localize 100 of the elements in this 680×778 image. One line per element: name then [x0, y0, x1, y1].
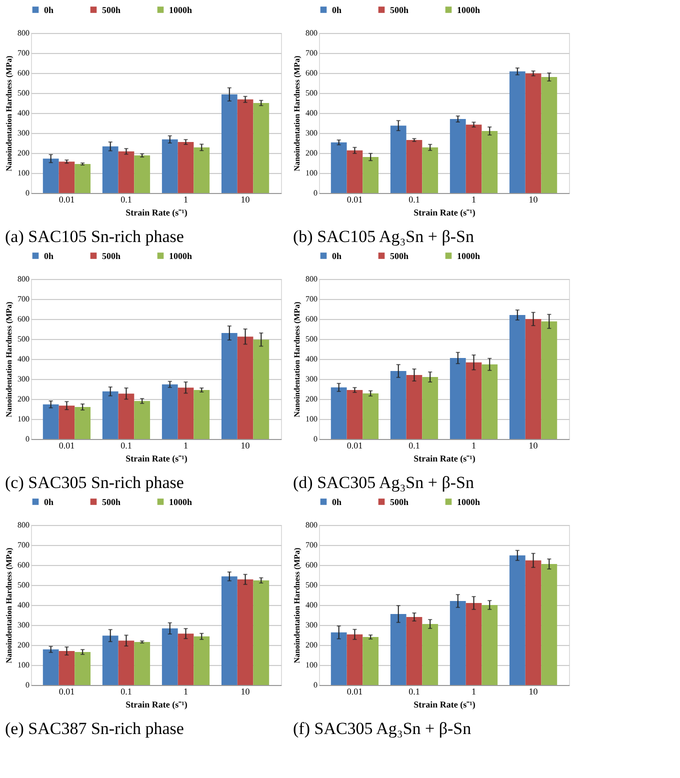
y-tick-label: 0	[314, 434, 318, 444]
y-tick-label: 0	[314, 680, 318, 690]
bar	[362, 637, 379, 685]
y-tick-label: 700	[306, 48, 318, 58]
bar	[74, 407, 91, 439]
bar	[406, 375, 422, 439]
bar	[194, 147, 210, 193]
y-tick-label: 500	[306, 580, 318, 590]
y-tick-label: 400	[306, 108, 318, 118]
legend-label: 0h	[332, 4, 342, 15]
y-tick-label: 500	[18, 580, 30, 590]
x-tick-label: 0.01	[58, 686, 75, 696]
y-tick-label: 400	[306, 600, 318, 610]
bar	[450, 601, 466, 685]
y-tick-label: 400	[18, 354, 30, 364]
bar	[525, 319, 542, 439]
bar	[466, 124, 482, 193]
bar	[406, 617, 422, 685]
y-tick-label: 700	[306, 294, 318, 304]
bar	[330, 142, 347, 193]
x-tick-label: 1	[184, 194, 188, 204]
bar	[346, 634, 363, 685]
bar	[42, 649, 59, 685]
y-tick-label: 0	[26, 680, 30, 690]
x-tick-label: 10	[528, 440, 538, 450]
bar	[346, 390, 363, 439]
bar	[178, 634, 194, 685]
y-tick-label: 600	[306, 68, 318, 78]
y-tick-label: 600	[18, 68, 30, 78]
bar	[525, 560, 542, 685]
legend-label: 0h	[332, 496, 342, 507]
x-axis-title: Strain Rate (s⁻¹)	[126, 454, 188, 464]
bar	[102, 636, 118, 685]
legend-label: 500h	[390, 250, 409, 261]
bar	[390, 371, 406, 439]
bar	[450, 119, 466, 193]
text: (a) SAC105 Sn-rich phase	[5, 227, 184, 246]
legend-label: 500h	[390, 4, 409, 15]
x-tick-label: 10	[240, 686, 250, 696]
y-axis-title: Nanoindentation Hardness (MPa)	[292, 301, 302, 418]
legend-label: 1000h	[169, 496, 192, 507]
legend-label: 0h	[44, 4, 54, 15]
legend-label: 1000h	[169, 4, 192, 15]
bar	[58, 162, 75, 193]
y-tick-label: 400	[18, 108, 30, 118]
x-tick-label: 0.01	[346, 686, 363, 696]
bar	[178, 388, 194, 439]
bar	[509, 71, 526, 193]
text: (e) SAC387 Sn-rich phase	[5, 719, 184, 738]
x-tick-label: 1	[472, 440, 476, 450]
y-axis-title: Nanoindentation Hardness (MPa)	[4, 547, 14, 664]
legend-label: 0h	[44, 250, 54, 261]
bar	[482, 364, 498, 439]
y-axis-title: Nanoindentation Hardness (MPa)	[4, 55, 14, 172]
y-tick-label: 800	[18, 520, 30, 530]
x-axis-title: Strain Rate (s⁻¹)	[126, 208, 188, 218]
bar	[221, 333, 238, 439]
x-axis-title: Strain Rate (s⁻¹)	[126, 700, 188, 710]
legend-label: 0h	[44, 496, 54, 507]
bar	[42, 404, 59, 439]
bar	[422, 377, 438, 439]
y-tick-label: 400	[18, 600, 30, 610]
x-axis-title: Strain Rate (s⁻¹)	[414, 700, 476, 710]
bar	[102, 391, 118, 439]
x-axis-title: Strain Rate (s⁻¹)	[414, 454, 476, 464]
bar	[58, 651, 75, 685]
y-tick-label: 300	[18, 128, 30, 138]
bar	[450, 358, 466, 439]
y-tick-label: 500	[306, 334, 318, 344]
x-axis-title: Strain Rate (s⁻¹)	[414, 208, 476, 218]
y-tick-label: 100	[18, 414, 30, 424]
bar	[74, 164, 91, 193]
text: (f) SAC305 Ag₃Sn + β-Sn	[293, 719, 472, 738]
y-tick-label: 200	[18, 640, 30, 650]
bar	[541, 321, 558, 439]
y-tick-label: 100	[18, 168, 30, 178]
y-tick-label: 600	[18, 314, 30, 324]
y-tick-label: 800	[306, 520, 318, 530]
y-tick-label: 400	[306, 354, 318, 364]
legend-label: 500h	[102, 4, 121, 15]
bar	[118, 640, 134, 685]
bar	[509, 315, 526, 439]
bar	[253, 103, 270, 193]
y-tick-label: 200	[18, 148, 30, 158]
bar	[482, 131, 498, 193]
bar	[482, 605, 498, 685]
bar	[509, 555, 526, 685]
x-tick-label: 1	[184, 440, 188, 450]
x-tick-label: 0.01	[346, 194, 363, 204]
bar	[118, 151, 134, 193]
bar	[102, 146, 118, 193]
x-tick-label: 1	[472, 194, 476, 204]
bar	[253, 340, 270, 439]
bar	[237, 99, 254, 193]
bar	[253, 580, 270, 685]
bar	[406, 140, 422, 193]
y-tick-label: 800	[306, 28, 318, 38]
y-tick-label: 300	[306, 620, 318, 630]
bar	[42, 158, 59, 193]
bar	[466, 603, 482, 685]
